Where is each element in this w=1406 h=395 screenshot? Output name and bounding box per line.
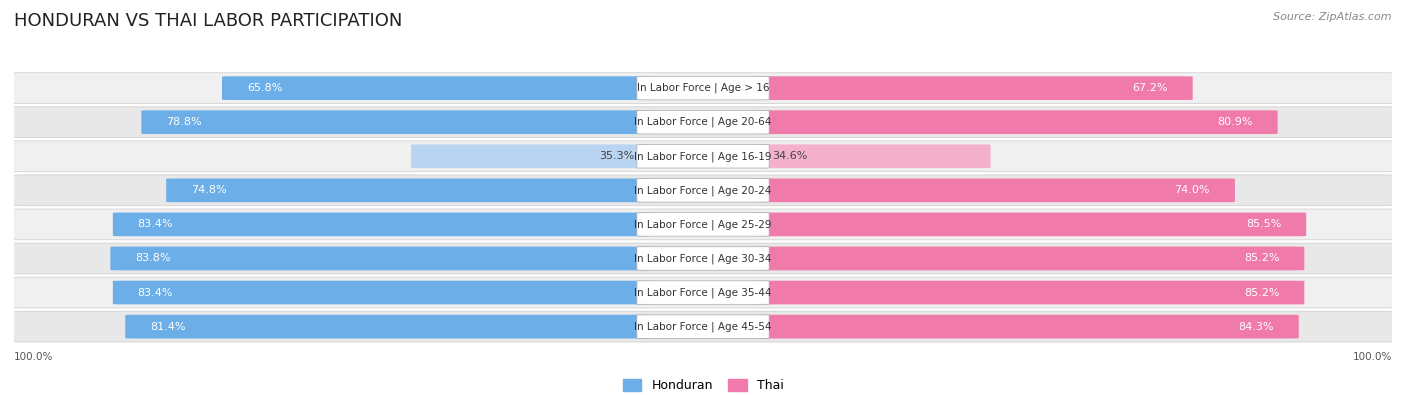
FancyBboxPatch shape [112,281,652,305]
Text: 65.8%: 65.8% [247,83,283,93]
FancyBboxPatch shape [754,246,1305,270]
FancyBboxPatch shape [637,281,769,304]
Text: 34.6%: 34.6% [772,151,807,161]
FancyBboxPatch shape [637,213,769,236]
Text: 83.8%: 83.8% [135,254,170,263]
FancyBboxPatch shape [411,145,652,168]
FancyBboxPatch shape [4,209,1402,240]
FancyBboxPatch shape [4,107,1402,137]
FancyBboxPatch shape [754,213,1306,236]
FancyBboxPatch shape [637,179,769,202]
Text: In Labor Force | Age 20-64: In Labor Force | Age 20-64 [634,117,772,128]
FancyBboxPatch shape [637,145,769,168]
FancyBboxPatch shape [166,179,652,202]
FancyBboxPatch shape [112,213,652,236]
Text: In Labor Force | Age 45-54: In Labor Force | Age 45-54 [634,322,772,332]
Text: In Labor Force | Age 25-29: In Labor Force | Age 25-29 [634,219,772,229]
FancyBboxPatch shape [4,175,1402,206]
Text: 35.3%: 35.3% [599,151,634,161]
Text: HONDURAN VS THAI LABOR PARTICIPATION: HONDURAN VS THAI LABOR PARTICIPATION [14,12,402,30]
FancyBboxPatch shape [111,246,652,270]
FancyBboxPatch shape [754,110,1278,134]
Text: 85.2%: 85.2% [1244,288,1279,297]
Text: In Labor Force | Age 16-19: In Labor Force | Age 16-19 [634,151,772,162]
Text: 83.4%: 83.4% [138,219,173,229]
FancyBboxPatch shape [754,76,1192,100]
Text: 74.0%: 74.0% [1174,185,1211,196]
FancyBboxPatch shape [4,311,1402,342]
FancyBboxPatch shape [125,315,652,339]
Text: 100.0%: 100.0% [14,352,53,362]
Text: 85.5%: 85.5% [1246,219,1281,229]
Text: 84.3%: 84.3% [1239,322,1274,332]
FancyBboxPatch shape [637,76,769,100]
FancyBboxPatch shape [754,179,1234,202]
Text: In Labor Force | Age > 16: In Labor Force | Age > 16 [637,83,769,93]
FancyBboxPatch shape [754,145,991,168]
FancyBboxPatch shape [754,315,1299,339]
FancyBboxPatch shape [4,73,1402,103]
FancyBboxPatch shape [4,243,1402,274]
FancyBboxPatch shape [637,111,769,134]
Text: In Labor Force | Age 35-44: In Labor Force | Age 35-44 [634,287,772,298]
FancyBboxPatch shape [4,277,1402,308]
Legend: Honduran, Thai: Honduran, Thai [617,374,789,395]
FancyBboxPatch shape [222,76,652,100]
Text: Source: ZipAtlas.com: Source: ZipAtlas.com [1274,12,1392,22]
Text: 83.4%: 83.4% [138,288,173,297]
Text: In Labor Force | Age 30-34: In Labor Force | Age 30-34 [634,253,772,264]
Text: 74.8%: 74.8% [191,185,226,196]
Text: 100.0%: 100.0% [1353,352,1392,362]
Text: 81.4%: 81.4% [150,322,186,332]
Text: 67.2%: 67.2% [1132,83,1168,93]
FancyBboxPatch shape [637,247,769,270]
Text: 85.2%: 85.2% [1244,254,1279,263]
FancyBboxPatch shape [754,281,1305,305]
Text: 80.9%: 80.9% [1218,117,1253,127]
FancyBboxPatch shape [637,315,769,339]
FancyBboxPatch shape [4,141,1402,172]
Text: 78.8%: 78.8% [166,117,202,127]
FancyBboxPatch shape [142,110,652,134]
Text: In Labor Force | Age 20-24: In Labor Force | Age 20-24 [634,185,772,196]
